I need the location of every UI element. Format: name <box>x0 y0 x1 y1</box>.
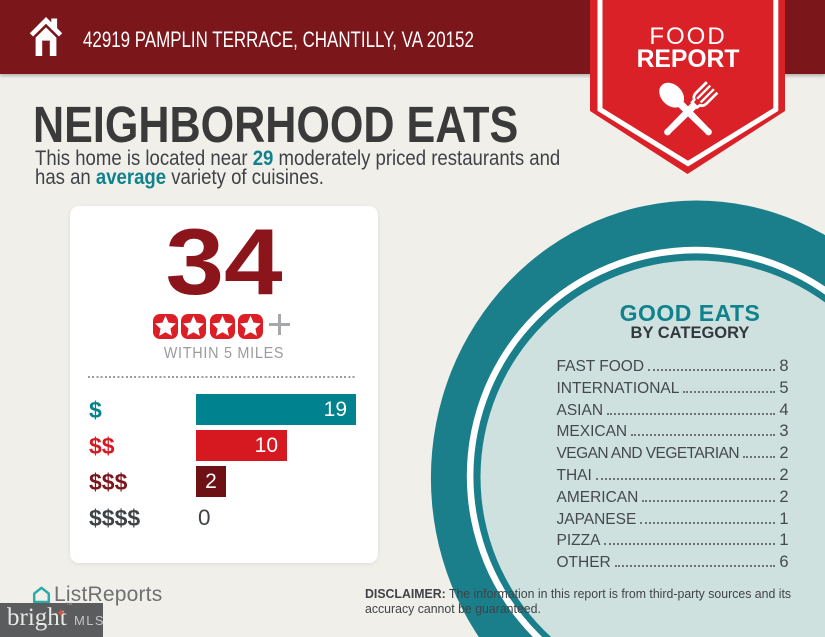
svg-text:REPORT: REPORT <box>637 46 740 73</box>
svg-text:FOOD: FOOD <box>649 23 726 50</box>
